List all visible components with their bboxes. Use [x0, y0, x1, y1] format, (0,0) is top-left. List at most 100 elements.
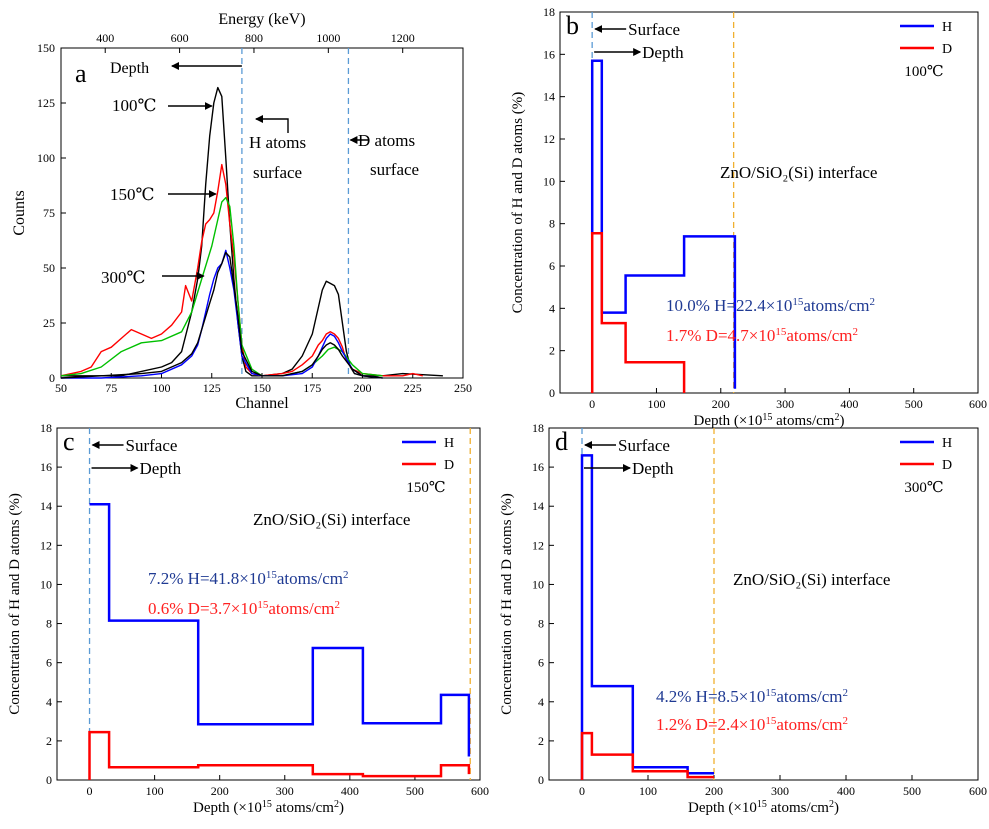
- x-tick-label: 100: [639, 784, 657, 798]
- panel-b: 0 100 200 300 400 500 600 0 2 4 6 8 10 12 14 16 18 Depth …: [510, 5, 987, 429]
- x-tick-label: 200: [712, 397, 730, 411]
- panel-d: 0 100 200 300 400 500 600 0 2 4 6 8 10 12 14 16 18 Depth …: [499, 421, 987, 816]
- y-tick-label: 100: [37, 151, 55, 165]
- series-line-3: [60, 196, 383, 377]
- series-line-1: [61, 86, 443, 377]
- h-label: 4.2% H=8.5×1015atoms/cm2: [656, 687, 848, 706]
- text-run: atoms/cm: [277, 569, 343, 588]
- superscript: 2: [842, 715, 848, 727]
- x2-tick-label: 1000: [316, 31, 340, 45]
- annotation-h-surface: surface: [253, 163, 302, 182]
- x-tick-label: 300: [771, 784, 789, 798]
- plot-frame: [56, 427, 481, 781]
- superscript: 2: [343, 569, 349, 581]
- x2-tick-label: 600: [171, 31, 189, 45]
- y-tick-label: 0: [46, 773, 52, 787]
- y-tick-label: 4: [46, 695, 52, 709]
- y-tick-label: 6: [549, 259, 555, 273]
- x-tick-label: 500: [406, 784, 424, 798]
- x-tick-label: 400: [837, 784, 855, 798]
- y-axis-title: Concentration of H and D atoms (%): [499, 493, 515, 715]
- x-tick-label: 200: [705, 784, 723, 798]
- x2-tick-label: 400: [96, 31, 114, 45]
- y-tick-label: 14: [40, 499, 52, 513]
- text-run: Depth (×10: [688, 800, 757, 816]
- superscript: 15: [262, 799, 272, 810]
- text-run: 7.2% H=41.8×10: [148, 569, 266, 588]
- text-run: atoms/cm: [272, 800, 334, 816]
- x-tick-label: 250: [454, 381, 472, 395]
- annotation-100c: 100℃: [112, 96, 157, 115]
- y-tick-label: 150: [37, 41, 55, 55]
- text-run: 4.2% H=8.5×10: [656, 687, 765, 706]
- text-run: atoms/cm: [776, 715, 842, 734]
- x2-tick-label: 800: [245, 31, 263, 45]
- legend-label-D: D: [444, 458, 454, 473]
- text-run: atoms/cm: [772, 413, 834, 429]
- superscript: 2: [334, 599, 340, 611]
- superscript: 2: [842, 687, 848, 699]
- x-tick-label: 100: [146, 784, 164, 798]
- y-tick-label: 4: [549, 301, 555, 315]
- panel-a: 50 75 100 125 150 175 200 225 250 0 25 50 75 100 125 15…: [11, 11, 472, 412]
- y-tick-label: 75: [43, 206, 55, 220]
- temperature-label: 150℃: [406, 480, 445, 496]
- series-line-4: [61, 249, 383, 379]
- depth-label: Depth: [140, 459, 182, 478]
- y-tick-label: 14: [543, 90, 555, 104]
- text-run: Depth (×10: [694, 413, 763, 429]
- y-tick-label: 50: [43, 261, 55, 275]
- x-tick-label: 600: [969, 784, 987, 798]
- y-tick-label: 10: [532, 577, 544, 591]
- x2-tick-label: 1200: [391, 31, 415, 45]
- y-axis-title: Counts: [11, 190, 28, 235]
- x-tick-label: 300: [776, 397, 794, 411]
- y-tick-label: 18: [543, 5, 555, 19]
- temperature-label: 100℃: [904, 64, 943, 80]
- y-tick-label: 2: [538, 734, 544, 748]
- h-surface-arrow: [255, 115, 289, 133]
- x-tick-label: 225: [404, 381, 422, 395]
- h-label: 7.2% H=41.8×1015atoms/cm2: [148, 569, 348, 588]
- superscript: 2: [852, 326, 858, 338]
- superscript: 2: [869, 296, 875, 308]
- legend-label-D: D: [942, 42, 952, 57]
- series-D: [88, 730, 471, 780]
- annotation-depth: Depth: [110, 60, 149, 77]
- annotation-300c: 300℃: [101, 268, 146, 287]
- superscript: 2: [834, 412, 839, 423]
- x-axis-title: Depth (×1015 atoms/cm2): [688, 799, 839, 817]
- y-tick-label: 4: [538, 695, 544, 709]
- annotation-h-atoms: H atoms: [249, 133, 306, 152]
- panel-label: b: [566, 11, 579, 40]
- d-label: 0.6% D=3.7×1015atoms/cm2: [148, 599, 340, 618]
- x-tick-label: 175: [303, 381, 321, 395]
- superscript: 15: [266, 569, 278, 581]
- x-tick-label: 300: [276, 784, 294, 798]
- d-label: 1.2% D=2.4×1015atoms/cm2: [656, 715, 848, 734]
- series-H: [89, 503, 471, 757]
- series-line-5: [60, 251, 383, 379]
- y-axis-title: Concentration of H and D atoms (%): [7, 493, 23, 715]
- x-tick-label: 400: [840, 397, 858, 411]
- x-tick-label: 200: [354, 381, 372, 395]
- series-D: [590, 231, 686, 393]
- x2-axis-title: Energy (keV): [218, 11, 305, 28]
- legend-label-D: D: [942, 458, 952, 473]
- panel-label: d: [555, 427, 568, 456]
- x-tick-label: 0: [87, 784, 93, 798]
- d-label: 1.7% D=4.7×1015atoms/cm2: [666, 326, 858, 345]
- superscript: 15: [775, 326, 787, 338]
- superscript: 15: [792, 296, 804, 308]
- y-tick-label: 6: [46, 656, 52, 670]
- y-tick-label: 12: [543, 132, 555, 146]
- text-run: ): [834, 800, 839, 816]
- y-tick-label: 125: [37, 96, 55, 110]
- text-run: ): [339, 800, 344, 816]
- y-tick-label: 8: [549, 217, 555, 231]
- surface-label: Surface: [618, 436, 670, 455]
- annotation-d-surface: surface: [370, 160, 419, 179]
- x-tick-label: 600: [471, 784, 489, 798]
- text-run: atoms/cm: [786, 326, 852, 345]
- x-axis-title: Channel: [235, 395, 289, 412]
